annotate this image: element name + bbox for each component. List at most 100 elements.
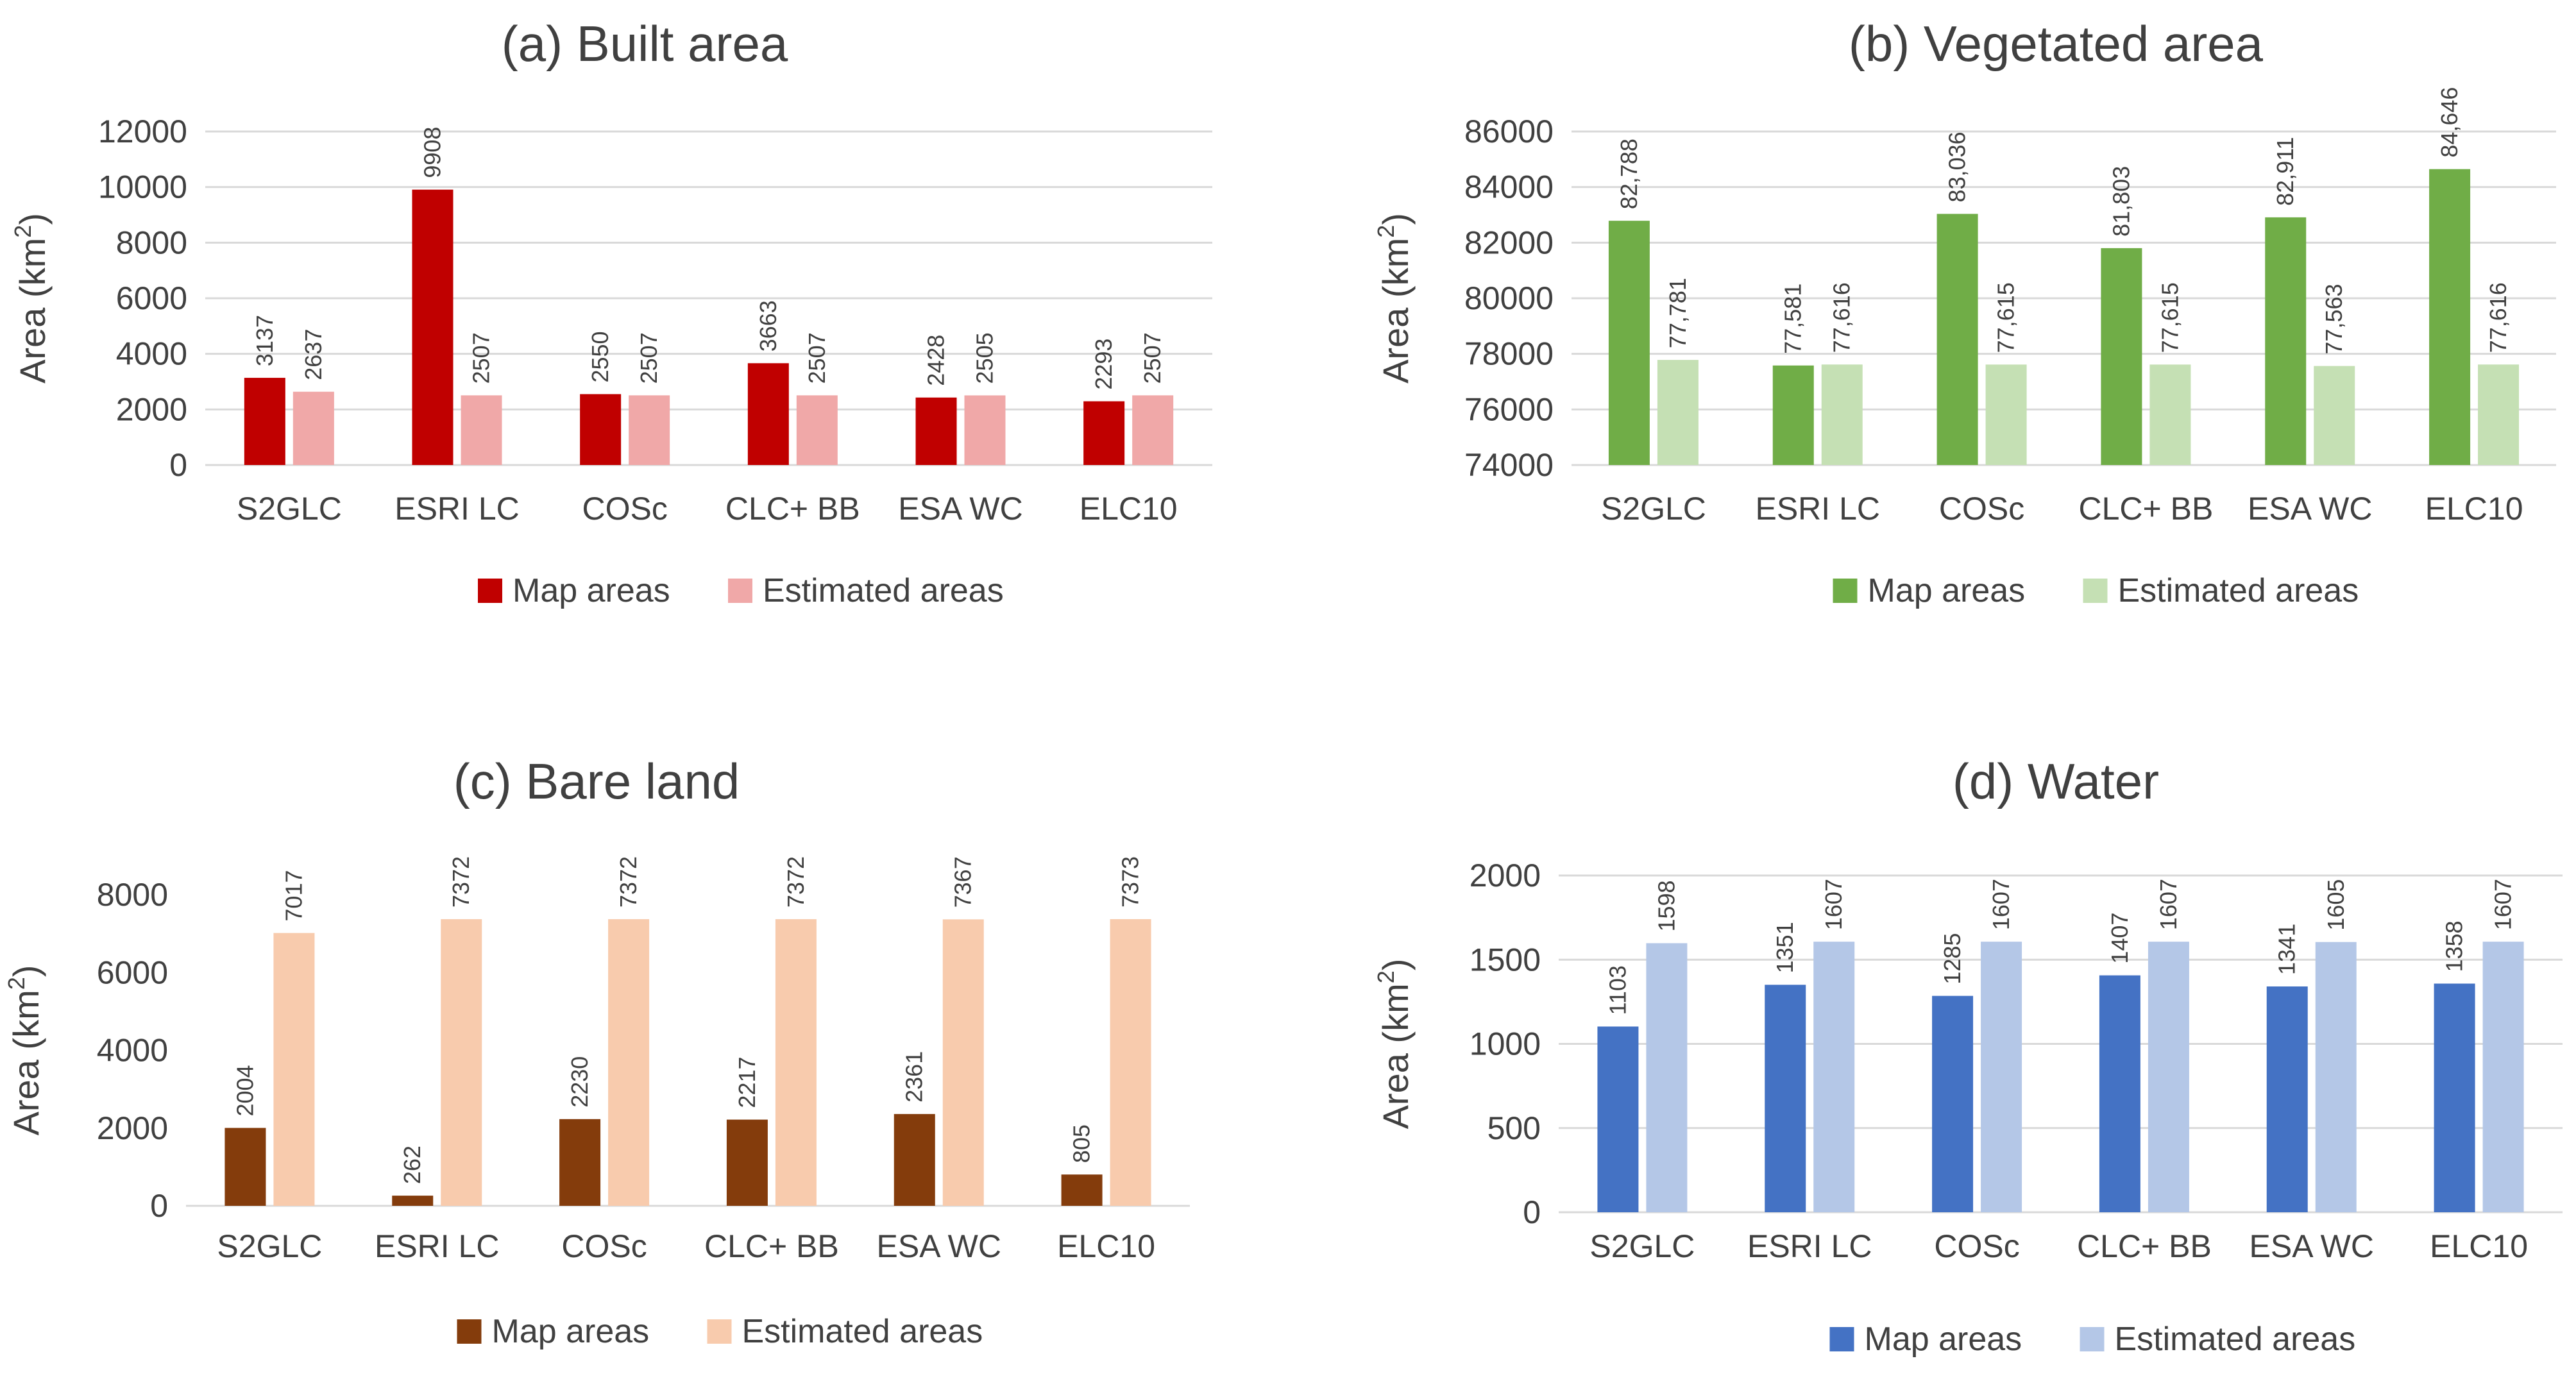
legend-label: Map areas — [513, 572, 670, 609]
y-tick-label: 0 — [169, 447, 187, 483]
data-label: 1598 — [1653, 880, 1679, 931]
legend-swatch — [728, 579, 752, 603]
data-label: 1351 — [1772, 922, 1798, 973]
y-tick-label: 6000 — [97, 954, 168, 990]
y-tick-label: 1000 — [1470, 1026, 1541, 1062]
data-label: 77,563 — [2321, 283, 2347, 354]
bar-estimated-elc10 — [2478, 364, 2520, 465]
legend-label: Estimated areas — [742, 1313, 983, 1350]
bar-map-esri-lc — [412, 189, 453, 465]
bar-map-esa-wc — [894, 1113, 935, 1206]
data-label: 83,036 — [1944, 131, 1970, 202]
bar-map-s2glc — [244, 378, 285, 465]
y-tick-label: 2000 — [116, 391, 187, 427]
x-tick-label: CLC+ BB — [2077, 1228, 2212, 1264]
data-label: 3663 — [755, 300, 781, 351]
legend-swatch — [707, 1319, 732, 1344]
bar-estimated-s2glc — [292, 391, 334, 465]
y-tick-label: 1500 — [1470, 942, 1541, 977]
x-tick-label: ESRI LC — [394, 491, 520, 527]
bar-map-s2glc — [225, 1128, 266, 1206]
bar-estimated-esri-lc — [1821, 364, 1863, 465]
x-tick-label: COSc — [1934, 1228, 2019, 1264]
bar-estimated-esa-wc — [2315, 942, 2357, 1212]
bar-estimated-esri-lc — [441, 919, 482, 1206]
bar-estimated-clc-bb — [2148, 942, 2189, 1212]
data-label: 81,803 — [2108, 166, 2134, 237]
y-axis-label: Area (km2) — [10, 213, 53, 384]
bar-estimated-cosc — [1981, 942, 2022, 1212]
data-label: 77,781 — [1665, 278, 1691, 348]
data-label: 2361 — [901, 1051, 928, 1103]
data-label: 2507 — [636, 332, 662, 384]
x-tick-label: ESRI LC — [375, 1228, 500, 1264]
y-tick-label: 6000 — [116, 280, 187, 316]
data-label: 262 — [399, 1146, 425, 1184]
y-tick-label: 10000 — [98, 169, 187, 205]
x-tick-label: CLC+ BB — [2079, 491, 2214, 527]
bar-map-esri-lc — [392, 1196, 434, 1206]
chart-panel-a: (a) Built area 0 2000 4000 6000 8000 10000 1200… — [10, 15, 1212, 609]
x-tick-label: COSc — [1939, 491, 2024, 527]
data-label: 7373 — [1117, 856, 1144, 908]
bar-estimated-s2glc — [1657, 360, 1699, 465]
data-label: 3137 — [251, 315, 278, 366]
legend-swatch — [1829, 1327, 1854, 1351]
y-axis-label: Area (km2) — [1373, 959, 1416, 1129]
y-tick-label: 8000 — [97, 877, 168, 913]
y-tick-label: 76000 — [1464, 391, 1554, 427]
y-axis-label-superscript: 2 — [1373, 225, 1399, 238]
bar-map-cosc — [1936, 214, 1978, 465]
data-label: 2004 — [232, 1065, 258, 1116]
bar-estimated-cosc — [1985, 364, 2027, 465]
data-label: 2637 — [300, 329, 326, 380]
data-label: 77,616 — [2485, 282, 2511, 353]
bar-map-esa-wc — [915, 397, 957, 465]
x-tick-label: S2GLC — [237, 491, 342, 527]
x-tick-label: ESA WC — [877, 1228, 1001, 1264]
bar-map-elc10 — [2429, 169, 2471, 465]
y-axis-label-superscript: 2 — [10, 225, 36, 238]
legend-label: Estimated areas — [763, 572, 1004, 609]
x-tick-label: ELC10 — [1057, 1228, 1155, 1264]
legend: Map areas Estimated areas — [1829, 1321, 2355, 1358]
data-label: 1407 — [2106, 913, 2133, 964]
bar-estimated-esa-wc — [942, 919, 984, 1206]
x-tick-label: CLC+ BB — [704, 1228, 839, 1264]
bar-map-clc-bb — [726, 1119, 768, 1206]
data-label: 1607 — [1820, 879, 1847, 930]
bar-estimated-clc-bb — [796, 395, 838, 465]
legend: Map areas Estimated areas — [1833, 572, 2359, 609]
data-label: 1607 — [2490, 879, 2516, 930]
data-label: 1605 — [2323, 879, 2349, 931]
bar-estimated-esa-wc — [2314, 366, 2355, 465]
data-label: 9908 — [419, 127, 446, 178]
y-axis-label: Area (km2) — [1373, 213, 1416, 384]
legend-swatch — [2080, 1327, 2105, 1351]
bar-map-clc-bb — [2099, 975, 2140, 1212]
data-label: 1341 — [2274, 924, 2300, 975]
x-tick-label: ESA WC — [2250, 1228, 2374, 1264]
y-tick-label: 500 — [1487, 1110, 1541, 1146]
data-label: 7372 — [448, 856, 474, 908]
bar-estimated-esri-lc — [1813, 942, 1855, 1212]
x-tick-label: ELC10 — [2425, 491, 2523, 527]
y-axis-label: Area (km2) — [3, 965, 46, 1136]
data-label: 1607 — [2155, 879, 2182, 930]
data-label: 77,615 — [1993, 282, 2019, 353]
data-label: 82,788 — [1616, 139, 1642, 209]
legend-swatch — [457, 1319, 482, 1344]
y-tick-label: 4000 — [116, 336, 187, 372]
bar-map-elc10 — [1083, 401, 1125, 465]
bar-map-elc10 — [2434, 983, 2475, 1212]
legend: Map areas Estimated areas — [478, 572, 1004, 609]
y-tick-label: 86000 — [1464, 114, 1554, 149]
bar-estimated-cosc — [608, 919, 650, 1206]
data-label: 7367 — [950, 856, 976, 908]
x-tick-label: ELC10 — [2430, 1228, 2528, 1264]
legend-label: Map areas — [492, 1313, 650, 1350]
bar-map-cosc — [580, 394, 622, 465]
data-label: 84,646 — [2436, 87, 2462, 158]
